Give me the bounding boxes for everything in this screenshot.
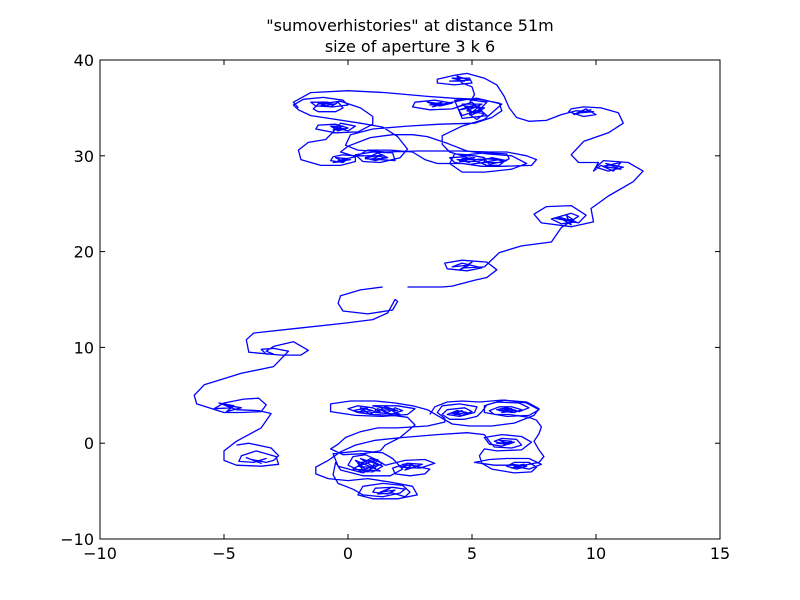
plot-area-frame (99, 59, 721, 540)
chart-title-line-2: size of aperture 3 k 6 (325, 37, 495, 56)
y-tick-label: 0 (84, 434, 94, 453)
y-axis: −10 0 10 20 30 40 (60, 51, 720, 549)
x-tick-label: 0 (343, 544, 353, 563)
path-segment-1 (193, 286, 399, 467)
y-tick-label: 40 (74, 51, 94, 70)
y-tick-label: 30 (74, 147, 94, 166)
x-axis: −10 −5 0 5 10 15 (83, 60, 730, 563)
y-tick-label: 10 (74, 338, 94, 357)
x-tick-label: −5 (212, 544, 236, 563)
y-tick-label: 20 (74, 243, 94, 262)
x-tick-label: 5 (467, 544, 477, 563)
series-layer (193, 72, 644, 500)
x-tick-label: −10 (83, 544, 117, 563)
path-segment-3 (315, 399, 545, 500)
chart-title-line-1: "sumoverhistories" at distance 51m (266, 16, 553, 35)
x-tick-label: 15 (710, 544, 730, 563)
y-tick-label: −10 (60, 530, 94, 549)
path-segment-2 (292, 72, 644, 288)
x-tick-label: 10 (586, 544, 606, 563)
